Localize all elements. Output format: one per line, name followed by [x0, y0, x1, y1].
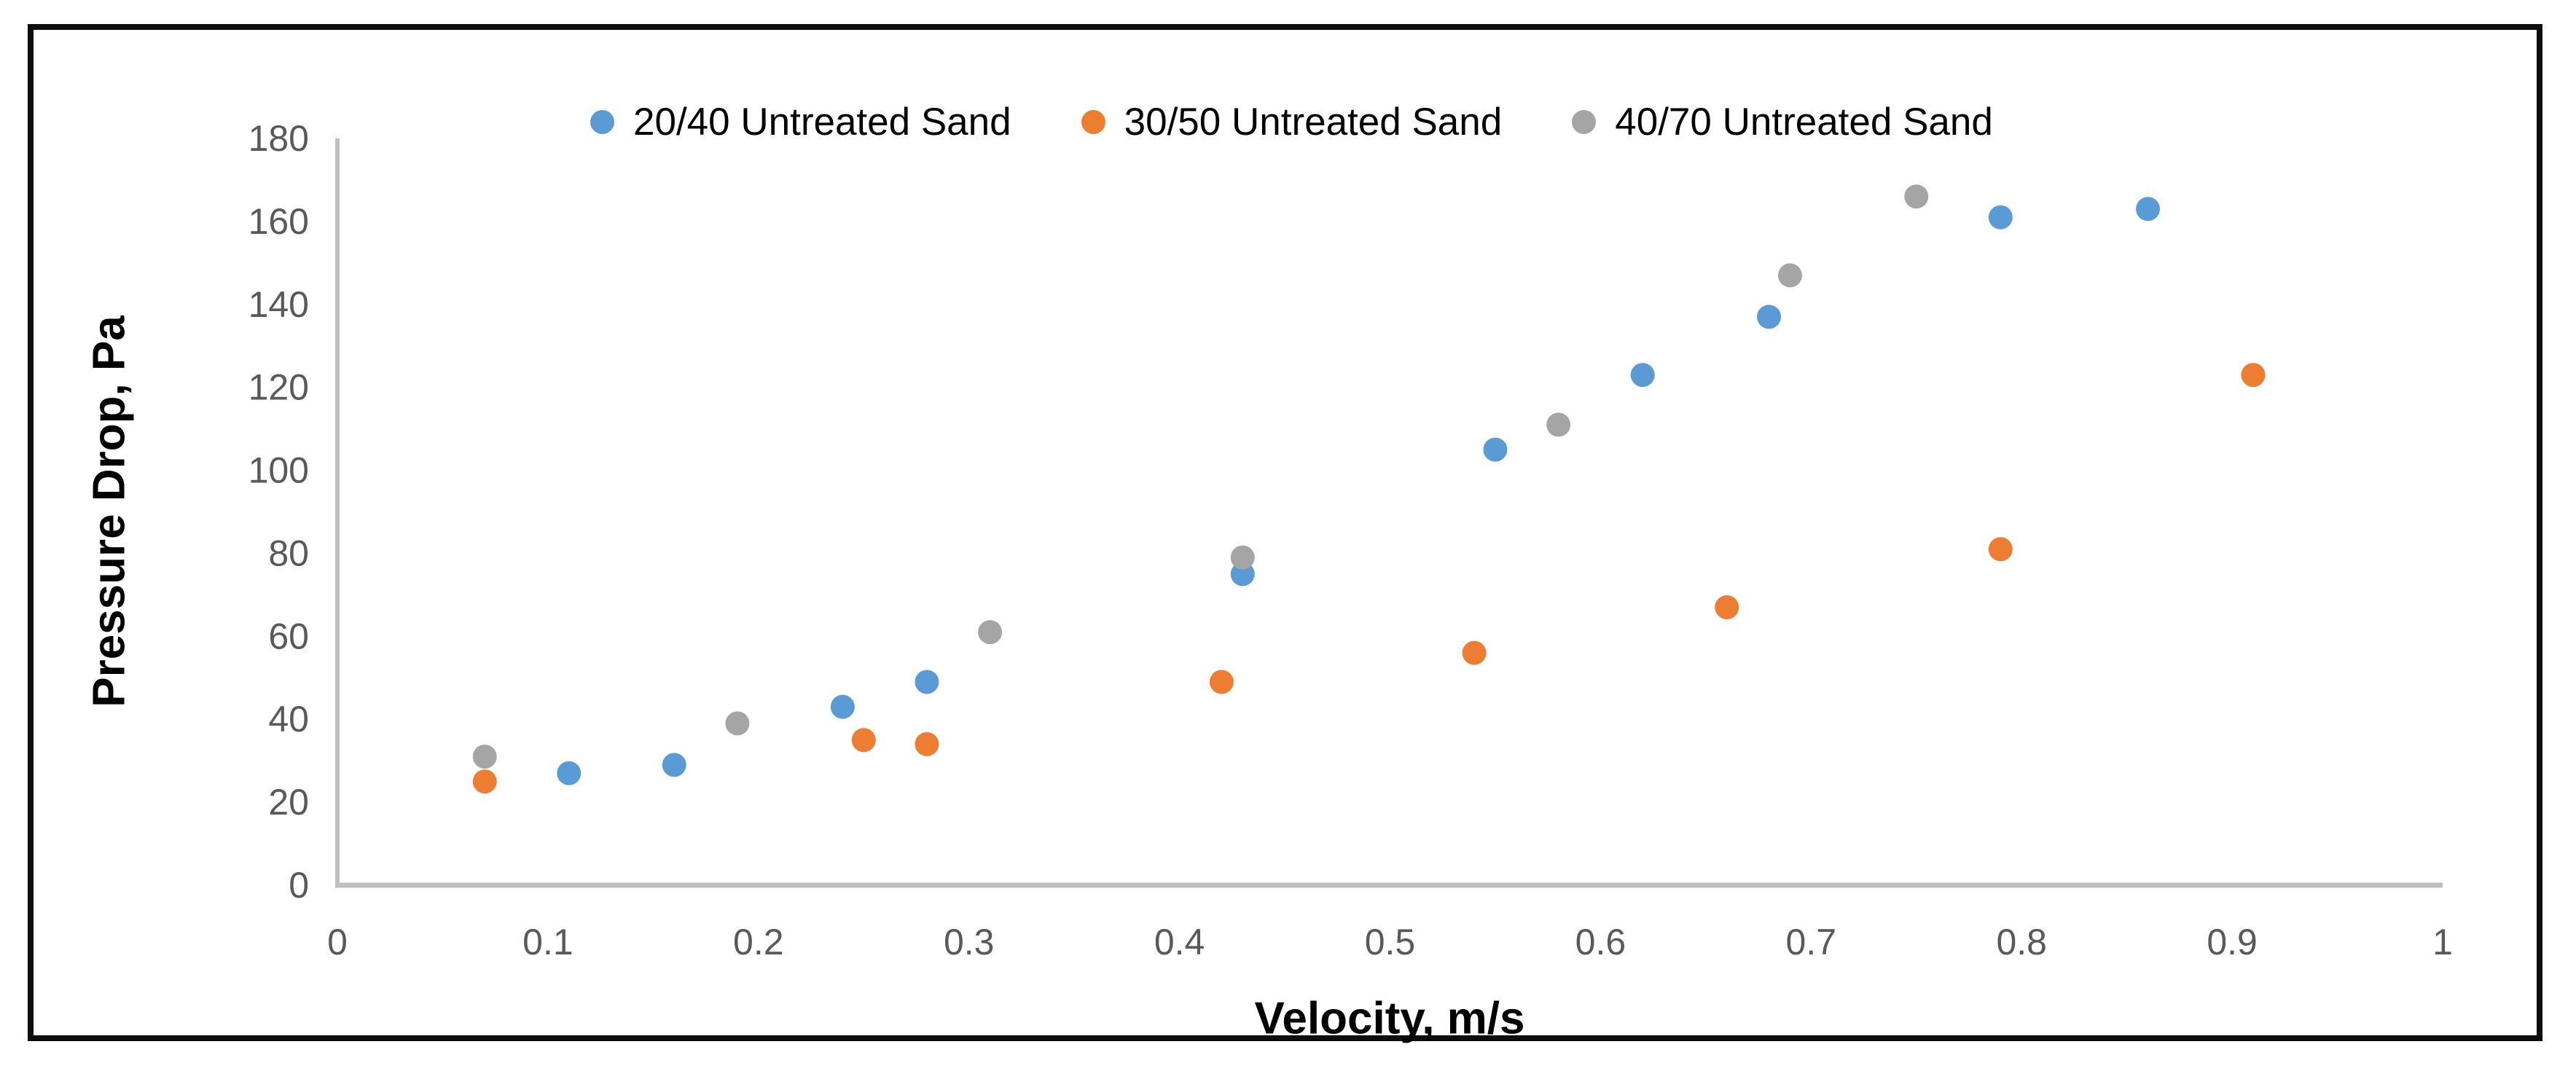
y-tick-label: 100 — [248, 450, 309, 491]
data-point — [1483, 437, 1508, 462]
x-tick-label: 0.3 — [944, 922, 995, 962]
data-point — [1230, 545, 1255, 570]
y-tick-label: 120 — [248, 367, 309, 408]
data-point — [1988, 205, 2013, 230]
x-tick-label: 0 — [327, 922, 348, 962]
data-point — [1209, 670, 1234, 694]
data-point — [1630, 363, 1655, 388]
data-point — [557, 761, 582, 785]
x-tick-label: 0.6 — [1575, 922, 1626, 962]
y-tick-label: 180 — [248, 118, 309, 159]
y-tick-label: 20 — [268, 782, 309, 823]
legend-item: 40/70 Untreated Sand — [1572, 100, 1993, 144]
x-axis-title: Velocity, m/s — [1254, 993, 1525, 1044]
data-point — [725, 711, 750, 736]
x-tick-label: 0.8 — [1996, 922, 2047, 962]
legend-marker-icon — [590, 109, 614, 134]
data-point — [851, 728, 876, 753]
data-point — [1715, 595, 1739, 619]
data-point — [662, 753, 686, 777]
x-tick-label: 0.7 — [1786, 922, 1837, 962]
data-point — [1904, 184, 1929, 209]
y-tick-label: 0 — [289, 865, 309, 906]
legend-marker-icon — [1081, 109, 1105, 134]
y-tick-label: 40 — [268, 699, 309, 740]
legend-label: 20/40 Untreated Sand — [633, 100, 1011, 144]
legend-label: 30/50 Untreated Sand — [1124, 100, 1503, 144]
data-point — [1988, 537, 2013, 562]
data-point — [2136, 197, 2161, 221]
x-tick-label: 1 — [2432, 922, 2453, 962]
legend-item: 30/50 Untreated Sand — [1081, 100, 1503, 144]
data-point — [1757, 305, 1782, 329]
data-point — [978, 620, 1003, 645]
data-point — [472, 769, 497, 794]
data-point — [915, 731, 939, 756]
y-axis-title: Pressure Drop, Pa — [84, 315, 135, 707]
y-tick-label: 80 — [268, 533, 309, 573]
legend-label: 40/70 Untreated Sand — [1615, 100, 1993, 144]
data-point — [1462, 640, 1487, 665]
data-point — [1777, 263, 1802, 288]
legend-item: 20/40 Untreated Sand — [590, 100, 1011, 144]
y-tick-label: 60 — [268, 616, 309, 656]
x-tick-label: 0.1 — [522, 922, 573, 962]
data-point — [2241, 363, 2266, 388]
data-point — [1546, 412, 1571, 437]
data-point — [915, 670, 939, 694]
y-tick-label: 140 — [248, 284, 309, 325]
data-point — [472, 744, 497, 769]
data-point — [1230, 562, 1255, 586]
legend: 20/40 Untreated Sand 30/50 Untreated Sand… — [590, 93, 1993, 150]
legend-marker-icon — [1572, 109, 1597, 134]
x-tick-label: 0.5 — [1365, 922, 1416, 962]
x-tick-label: 0.9 — [2207, 922, 2258, 962]
data-point — [830, 694, 855, 719]
y-tick-label: 160 — [248, 201, 309, 242]
chart-frame — [28, 24, 2542, 1041]
x-tick-label: 0.4 — [1154, 922, 1205, 962]
x-tick-label: 0.2 — [733, 922, 784, 962]
